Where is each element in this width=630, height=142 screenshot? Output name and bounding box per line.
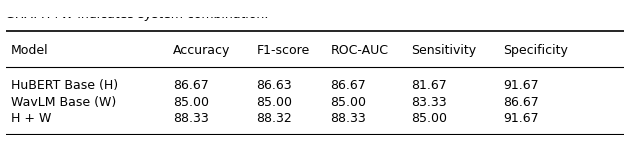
- Text: 86.63: 86.63: [256, 80, 292, 92]
- Text: 81.67: 81.67: [411, 80, 447, 92]
- Text: 91.67: 91.67: [503, 80, 539, 92]
- Text: HuBERT Base (H): HuBERT Base (H): [11, 80, 118, 92]
- Text: 85.00: 85.00: [331, 96, 367, 109]
- Text: 85.00: 85.00: [173, 96, 209, 109]
- Text: WavLM Base (W): WavLM Base (W): [11, 96, 117, 109]
- Text: 86.67: 86.67: [331, 80, 366, 92]
- Text: 88.33: 88.33: [331, 112, 366, 126]
- Text: 83.33: 83.33: [411, 96, 446, 109]
- Text: Accuracy: Accuracy: [173, 44, 231, 57]
- Text: 86.67: 86.67: [503, 96, 539, 109]
- Text: 86.67: 86.67: [173, 80, 209, 92]
- Text: H + W: H + W: [11, 112, 52, 126]
- Text: F1-score: F1-score: [256, 44, 309, 57]
- Text: 91.67: 91.67: [503, 112, 539, 126]
- Text: 85.00: 85.00: [411, 112, 447, 126]
- Text: ROC-AUC: ROC-AUC: [331, 44, 389, 57]
- Text: GHA. H+W indicates system combination.: GHA. H+W indicates system combination.: [6, 8, 269, 21]
- Text: 85.00: 85.00: [256, 96, 292, 109]
- Text: 88.32: 88.32: [256, 112, 292, 126]
- Text: Model: Model: [11, 44, 49, 57]
- Text: Specificity: Specificity: [503, 44, 568, 57]
- Text: 88.33: 88.33: [173, 112, 209, 126]
- Text: Sensitivity: Sensitivity: [411, 44, 476, 57]
